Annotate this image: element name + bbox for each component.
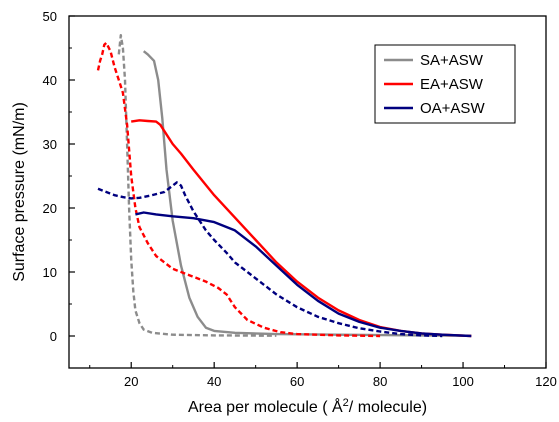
legend: SA+ASW EA+ASW OA+ASW — [374, 44, 516, 124]
y-tick-label: 50 — [43, 9, 57, 24]
plot-frame — [68, 15, 547, 369]
x-tick-label: 120 — [535, 374, 557, 389]
legend-label: EA+ASW — [420, 76, 484, 93]
series-line-oa-asw-solid — [135, 211, 472, 338]
legend-label: SA+ASW — [420, 52, 484, 69]
ticks-layer: 20 40 60 80 100 120 0 10 20 30 40 50 — [43, 9, 557, 389]
x-tick-label: 60 — [290, 374, 304, 389]
y-tick-label: 20 — [43, 201, 57, 216]
series-line-oa-asw-dashed — [97, 181, 443, 338]
y-tick-label: 30 — [43, 137, 57, 152]
series-line-ea-asw-solid — [131, 119, 472, 338]
x-axis-title-main: Area per molecule ( Å — [188, 397, 343, 416]
y-tick-label: 10 — [43, 265, 57, 280]
x-axis-title: Area per molecule ( Å2/ molecule) — [188, 397, 427, 416]
series-line-ea-asw-dashed — [96, 41, 381, 338]
x-axis-title-superscript: 2 — [343, 397, 349, 409]
y-axis-title: Surface pressure (mN/m) — [11, 102, 28, 282]
x-axis-title-tail: / molecule) — [349, 399, 427, 416]
series-line-sa-asw-dashed — [117, 34, 277, 337]
x-tick-label: 80 — [373, 374, 387, 389]
x-tick-label: 40 — [207, 374, 221, 389]
x-tick-label: 20 — [124, 374, 138, 389]
y-tick-label: 40 — [43, 73, 57, 88]
series-layer — [96, 34, 472, 338]
x-tick-label: 100 — [452, 374, 474, 389]
legend-label: OA+ASW — [420, 100, 485, 117]
y-tick-label: 0 — [50, 329, 57, 344]
